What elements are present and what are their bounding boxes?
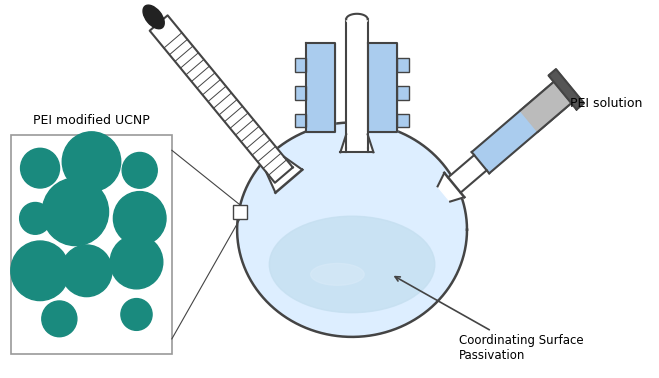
Bar: [295, 113, 306, 127]
Ellipse shape: [42, 301, 77, 337]
Bar: [306, 43, 335, 132]
Polygon shape: [548, 69, 584, 110]
Bar: [295, 58, 306, 72]
Text: PEI modified UCNP: PEI modified UCNP: [33, 115, 150, 127]
Ellipse shape: [11, 241, 69, 301]
Polygon shape: [448, 155, 487, 193]
Ellipse shape: [113, 192, 166, 245]
Ellipse shape: [122, 152, 158, 188]
Polygon shape: [340, 135, 374, 152]
Polygon shape: [438, 173, 465, 201]
Text: PEI solution: PEI solution: [570, 98, 643, 110]
Ellipse shape: [62, 132, 121, 191]
Ellipse shape: [143, 5, 164, 29]
Ellipse shape: [42, 178, 109, 246]
Ellipse shape: [270, 216, 435, 313]
Bar: [295, 86, 306, 100]
Ellipse shape: [20, 148, 59, 188]
Ellipse shape: [110, 235, 163, 289]
Ellipse shape: [121, 299, 152, 330]
Bar: [397, 113, 409, 127]
Polygon shape: [472, 82, 571, 174]
Polygon shape: [150, 15, 293, 183]
Bar: [397, 58, 409, 72]
Ellipse shape: [61, 245, 112, 297]
Ellipse shape: [20, 203, 51, 234]
Bar: [233, 205, 247, 219]
Ellipse shape: [310, 263, 364, 285]
Text: Coordinating Surface
Passivation: Coordinating Surface Passivation: [395, 277, 584, 362]
Bar: [368, 43, 397, 132]
Polygon shape: [520, 82, 571, 132]
Bar: [11, 135, 172, 354]
Ellipse shape: [237, 122, 467, 337]
Ellipse shape: [346, 14, 368, 25]
Polygon shape: [266, 157, 302, 193]
Bar: [397, 86, 409, 100]
